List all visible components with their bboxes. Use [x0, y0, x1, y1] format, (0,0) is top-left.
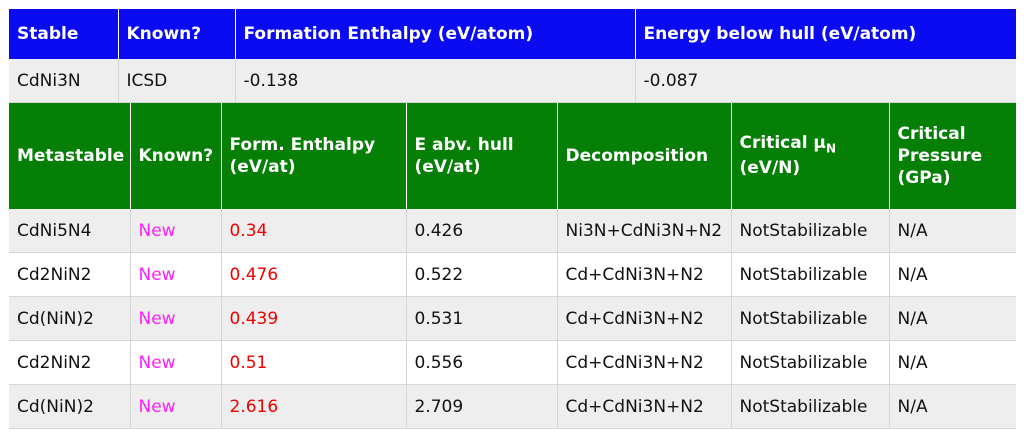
stable-header-cell: Stable [9, 9, 119, 59]
compound-cell: CdNi5N4 [9, 209, 131, 253]
critical-pressure-cell: N/A [889, 252, 1016, 297]
stable-header-cell: Known? [118, 9, 236, 59]
decomposition-cell: Cd+CdNi3N+N2 [557, 384, 732, 429]
stable-header-row: Stable Known? Formation Enthalpy (eV/ato… [9, 9, 1017, 59]
hull-cell: 0.522 [406, 252, 558, 297]
metastable-header-cell: Metastable [9, 103, 131, 209]
critical-pressure-cell: N/A [889, 384, 1016, 429]
decomposition-header-cell: Decomposition [557, 103, 732, 209]
critical-mu-cell: NotStabilizable [731, 296, 890, 341]
enthalpy-cell: 0.51 [221, 340, 407, 385]
enthalpy-cell: 0.34 [221, 209, 407, 253]
hull-cell: 0.426 [406, 209, 558, 253]
decomposition-cell: Cd+CdNi3N+N2 [557, 252, 732, 297]
compound-cell: Cd2NiN2 [9, 252, 131, 297]
enthalpy-cell: 0.476 [221, 252, 407, 297]
stable-header-cell: Formation Enthalpy (eV/atom) [235, 9, 636, 59]
compound-cell: CdNi3N [9, 59, 119, 103]
table-row: Cd2NiN2 New 0.51 0.556 Cd+CdNi3N+N2 NotS… [9, 340, 1016, 385]
decomposition-cell: Ni3N+CdNi3N+N2 [557, 209, 732, 253]
enthalpy-cell: 0.439 [221, 296, 407, 341]
critical-mu-cell: NotStabilizable [731, 252, 890, 297]
hull-cell: -0.087 [635, 59, 1016, 103]
metastable-table: Metastable Known? Form. Enthalpy (eV/at) … [9, 103, 1017, 429]
critical-mu-cell: NotStabilizable [731, 340, 890, 385]
critical-mu-cell: NotStabilizable [731, 384, 890, 429]
table-row: Cd(NiN)2 New 2.616 2.709 Cd+CdNi3N+N2 No… [9, 384, 1016, 429]
hull-cell: 0.556 [406, 340, 558, 385]
stable-header-cell: Energy below hull (eV/atom) [635, 9, 1017, 59]
known-cell: New [130, 252, 222, 297]
known-cell: ICSD [118, 59, 236, 103]
critical-pressure-cell: N/A [889, 296, 1016, 341]
known-header-cell: Known? [130, 103, 222, 209]
known-cell: New [130, 296, 222, 341]
stable-row: CdNi3N ICSD -0.138 -0.087 [9, 59, 1016, 103]
critical-mu-header-cell: Critical μN (eV/N) [731, 103, 890, 209]
compound-cell: Cd(NiN)2 [9, 296, 131, 341]
hull-cell: 0.531 [406, 296, 558, 341]
known-cell: New [130, 209, 222, 253]
tables-container: Stable Known? Formation Enthalpy (eV/ato… [9, 9, 1017, 429]
table-row: Cd(NiN)2 New 0.439 0.531 Cd+CdNi3N+N2 No… [9, 296, 1016, 341]
known-cell: New [130, 340, 222, 385]
compound-cell: Cd(NiN)2 [9, 384, 131, 429]
enthalpy-cell: 2.616 [221, 384, 407, 429]
critical-pressure-header-cell: Critical Pressure (GPa) [889, 103, 1017, 209]
table-row: Cd2NiN2 New 0.476 0.522 Cd+CdNi3N+N2 Not… [9, 252, 1016, 297]
known-cell: New [130, 384, 222, 429]
enthalpy-header-cell: Form. Enthalpy (eV/at) [221, 103, 407, 209]
metastable-header-row: Metastable Known? Form. Enthalpy (eV/at) … [9, 103, 1017, 209]
table-row: CdNi5N4 New 0.34 0.426 Ni3N+CdNi3N+N2 No… [9, 209, 1016, 253]
critical-pressure-cell: N/A [889, 340, 1016, 385]
critical-mu-cell: NotStabilizable [731, 209, 890, 253]
stable-table: Stable Known? Formation Enthalpy (eV/ato… [9, 9, 1017, 103]
critical-pressure-cell: N/A [889, 209, 1016, 253]
hull-cell: 2.709 [406, 384, 558, 429]
decomposition-cell: Cd+CdNi3N+N2 [557, 340, 732, 385]
hull-header-cell: E abv. hull (eV/at) [406, 103, 558, 209]
compound-cell: Cd2NiN2 [9, 340, 131, 385]
enthalpy-cell: -0.138 [235, 59, 636, 103]
decomposition-cell: Cd+CdNi3N+N2 [557, 296, 732, 341]
